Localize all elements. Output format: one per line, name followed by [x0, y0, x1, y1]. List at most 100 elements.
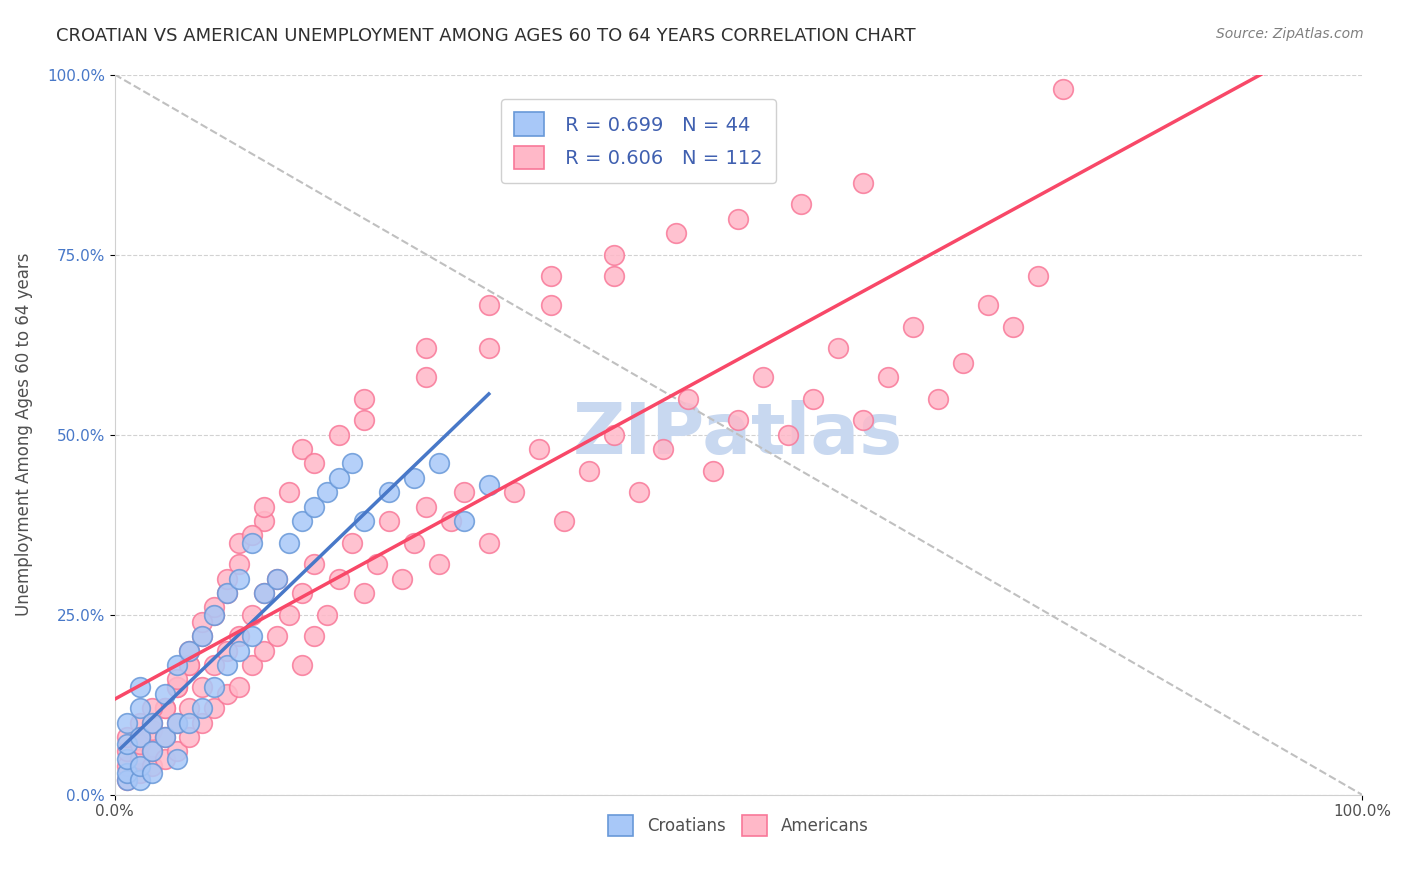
Point: [752, 370, 775, 384]
Point: [678, 392, 700, 406]
Point: [141, 744, 163, 758]
Point: [478, 478, 501, 492]
Point: [153, 752, 176, 766]
Point: [128, 715, 150, 730]
Point: [141, 715, 163, 730]
Point: [153, 701, 176, 715]
Point: [141, 723, 163, 737]
Point: [278, 485, 301, 500]
Point: [166, 680, 188, 694]
Text: Source: ZipAtlas.com: Source: ZipAtlas.com: [1216, 27, 1364, 41]
Point: [191, 615, 214, 629]
Point: [453, 514, 475, 528]
Point: [253, 500, 276, 514]
Point: [415, 341, 437, 355]
Point: [291, 514, 314, 528]
Point: [191, 629, 214, 643]
Point: [115, 715, 138, 730]
Point: [378, 485, 401, 500]
Point: [727, 211, 749, 226]
Point: [215, 658, 238, 673]
Point: [253, 586, 276, 600]
Point: [602, 269, 624, 284]
Point: [179, 715, 201, 730]
Point: [302, 457, 325, 471]
Point: [141, 715, 163, 730]
Point: [166, 673, 188, 687]
Point: [253, 586, 276, 600]
Point: [166, 715, 188, 730]
Point: [215, 586, 238, 600]
Point: [228, 572, 250, 586]
Point: [191, 701, 214, 715]
Point: [191, 680, 214, 694]
Point: [391, 572, 413, 586]
Point: [228, 558, 250, 572]
Point: [153, 701, 176, 715]
Point: [340, 457, 363, 471]
Point: [952, 355, 974, 369]
Point: [977, 298, 1000, 312]
Point: [128, 680, 150, 694]
Point: [166, 658, 188, 673]
Y-axis label: Unemployment Among Ages 60 to 64 years: Unemployment Among Ages 60 to 64 years: [15, 252, 32, 616]
Point: [415, 500, 437, 514]
Point: [353, 586, 375, 600]
Point: [115, 752, 138, 766]
Point: [215, 586, 238, 600]
Point: [340, 535, 363, 549]
Point: [827, 341, 849, 355]
Point: [115, 773, 138, 788]
Point: [115, 737, 138, 751]
Point: [240, 607, 263, 622]
Point: [727, 413, 749, 427]
Point: [353, 514, 375, 528]
Point: [440, 514, 463, 528]
Point: [128, 737, 150, 751]
Point: [702, 464, 724, 478]
Point: [115, 759, 138, 773]
Point: [166, 715, 188, 730]
Point: [215, 643, 238, 657]
Point: [128, 766, 150, 780]
Point: [128, 773, 150, 788]
Point: [278, 607, 301, 622]
Point: [266, 629, 288, 643]
Point: [366, 558, 388, 572]
Point: [901, 319, 924, 334]
Point: [228, 643, 250, 657]
Point: [665, 226, 688, 240]
Point: [778, 427, 800, 442]
Point: [153, 730, 176, 744]
Point: [328, 427, 350, 442]
Point: [291, 442, 314, 456]
Point: [179, 658, 201, 673]
Point: [527, 442, 550, 456]
Point: [215, 687, 238, 701]
Point: [141, 759, 163, 773]
Point: [240, 535, 263, 549]
Point: [453, 485, 475, 500]
Point: [191, 629, 214, 643]
Point: [278, 535, 301, 549]
Point: [540, 269, 562, 284]
Point: [202, 607, 225, 622]
Point: [353, 413, 375, 427]
Point: [578, 464, 600, 478]
Point: [627, 485, 650, 500]
Point: [789, 197, 811, 211]
Point: [502, 485, 524, 500]
Point: [228, 535, 250, 549]
Point: [179, 643, 201, 657]
Point: [128, 752, 150, 766]
Point: [291, 586, 314, 600]
Point: [315, 607, 337, 622]
Point: [253, 514, 276, 528]
Point: [1001, 319, 1024, 334]
Point: [291, 658, 314, 673]
Point: [328, 572, 350, 586]
Point: [153, 730, 176, 744]
Point: [179, 658, 201, 673]
Point: [266, 572, 288, 586]
Point: [1052, 82, 1074, 96]
